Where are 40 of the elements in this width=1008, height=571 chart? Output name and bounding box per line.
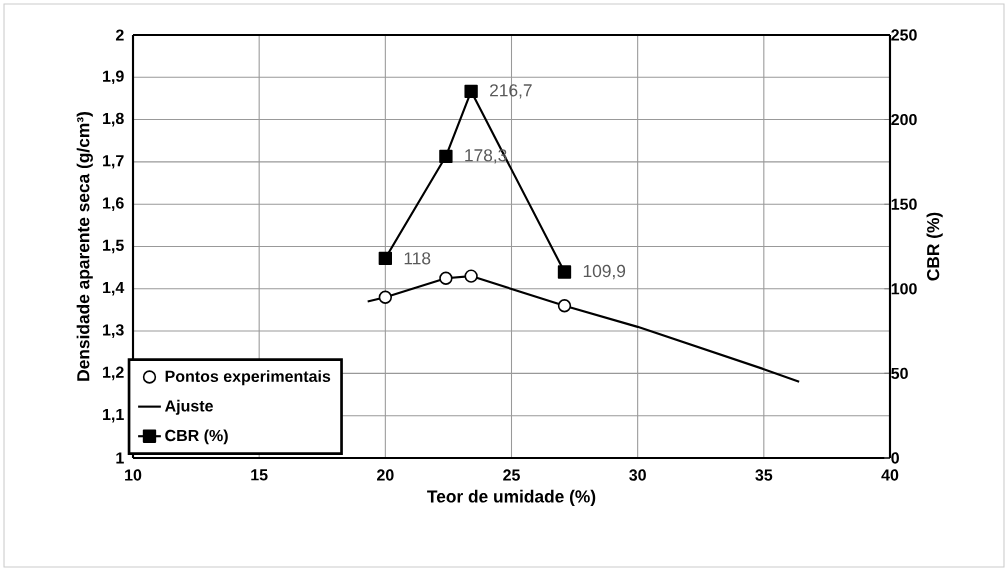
legend-label: Pontos experimentais <box>165 370 331 386</box>
y2-tick-label: 250 <box>891 29 917 41</box>
y-tick-label: 1,7 <box>103 155 124 169</box>
y-tick-label: 1,9 <box>103 70 124 85</box>
x-tick-label: 40 <box>881 469 899 481</box>
point <box>439 271 453 285</box>
x-tick-label: 35 <box>755 469 773 481</box>
legend-label: Ajuste <box>165 399 213 415</box>
y-tick-label: 1,8 <box>103 112 124 127</box>
y-tick-label: 1,1 <box>103 408 124 423</box>
y-axis-title: Densidade aparente seca (g/cm³) <box>76 112 93 381</box>
y2-tick-label: 50 <box>891 367 908 380</box>
point <box>464 269 478 283</box>
y2-tick-label: 150 <box>891 198 917 210</box>
point <box>378 251 393 265</box>
y-tick-label: 1,2 <box>103 366 124 381</box>
point <box>557 299 572 313</box>
y-tick-label: 2 <box>115 29 124 41</box>
y2-tick-label: 200 <box>891 113 917 126</box>
point <box>378 290 392 304</box>
x-tick-label: 20 <box>377 469 394 481</box>
data-label: 109,9 <box>583 264 626 280</box>
x-tick-label: 25 <box>503 469 520 481</box>
point <box>557 265 572 279</box>
x-tick-label: 10 <box>125 469 142 481</box>
legend-label: CBR (%) <box>165 429 228 445</box>
y-tick-label: 1,3 <box>103 324 124 338</box>
x-tick-label: 15 <box>251 469 268 481</box>
y2-tick-label: 0 <box>891 452 899 464</box>
y-tick-label: 1,4 <box>103 282 125 296</box>
y-tick-label: 1 <box>116 452 124 464</box>
point <box>439 149 453 163</box>
point <box>464 84 478 98</box>
y-tick-label: 1,6 <box>103 197 124 211</box>
y-tick-label: 1,5 <box>103 239 124 254</box>
x-axis-title: Teor de umidade (%) <box>427 489 596 507</box>
y2-axis-title: CBR (%) <box>926 212 943 281</box>
x-tick-label: 30 <box>629 469 646 481</box>
data-label: 118 <box>404 252 431 265</box>
y2-tick-label: 100 <box>891 283 917 295</box>
